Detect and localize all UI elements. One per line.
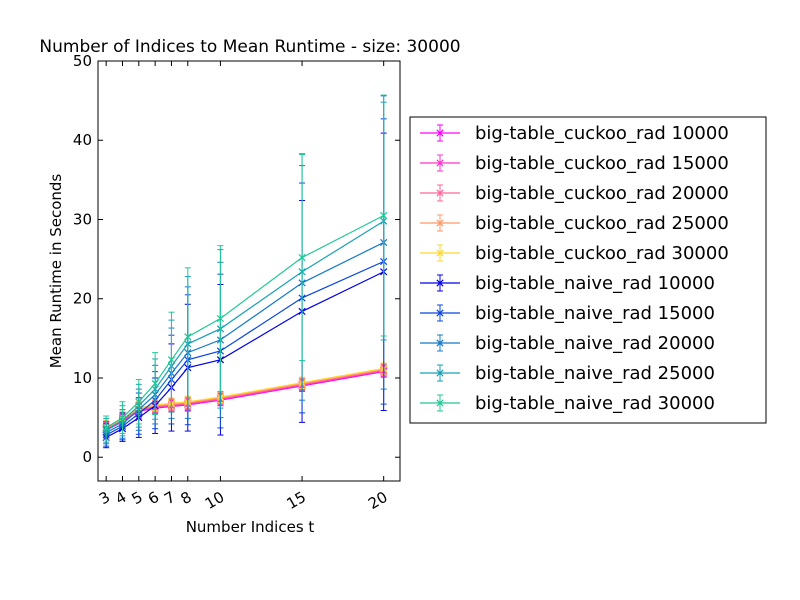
data-point [380, 211, 388, 220]
y-tick-label: 30 [73, 210, 92, 228]
x-tick-label: 20 [365, 488, 391, 513]
legend-marker [436, 339, 444, 347]
legend-label: big-table_naive_rad 20000 [475, 333, 715, 354]
legend-marker [436, 279, 444, 287]
x-tick-label: 6 [145, 488, 162, 508]
legend-label: big-table_cuckoo_rad 20000 [475, 183, 729, 204]
data-point [151, 379, 159, 388]
plot-marks [102, 94, 388, 449]
x-axis-label: Number Indices t [186, 518, 315, 536]
data-point [167, 356, 176, 364]
legend-label: big-table_cuckoo_rad 30000 [475, 243, 729, 264]
series-6 [102, 118, 388, 447]
x-tick-label: 7 [161, 488, 178, 508]
y-axis: 0 10 20 30 40 50 [73, 52, 400, 466]
legend-label: big-table_naive_rad 15000 [475, 303, 715, 324]
y-axis-label: Mean Runtime in Seconds [47, 174, 65, 369]
chart-title: Number of Indices to Mean Runtime - size… [39, 37, 460, 57]
legend-marker [436, 129, 444, 137]
series-line [105, 220, 385, 431]
data-point [102, 424, 110, 432]
data-point [298, 253, 306, 262]
legend-item-8: big-table_naive_rad 25000 [420, 363, 715, 384]
legend-item-4: big-table_cuckoo_rad 30000 [420, 243, 729, 264]
x-tick-label: 3 [96, 488, 113, 508]
legend-item-2: big-table_cuckoo_rad 20000 [420, 183, 729, 204]
legend-item-9: big-table_naive_rad 30000 [420, 393, 715, 414]
x-tick-label: 4 [112, 488, 129, 508]
y-tick-label: 40 [73, 131, 92, 149]
y-tick-label: 0 [82, 448, 92, 466]
legend-label: big-table_cuckoo_rad 25000 [475, 213, 729, 234]
legend-label: big-table_naive_rad 10000 [475, 273, 715, 294]
legend-marker [436, 249, 444, 257]
x-axis: 3 4 5 6 7 8 10 15 20 [96, 61, 391, 513]
legend-marker [436, 219, 444, 227]
x-tick-label: 15 [284, 488, 310, 513]
series-line [105, 271, 384, 438]
legend-item-1: big-table_cuckoo_rad 15000 [420, 153, 729, 174]
data-point [216, 314, 225, 323]
data-point [184, 333, 192, 341]
x-tick-label: 10 [202, 488, 228, 513]
legend-label: big-table_naive_rad 25000 [475, 363, 715, 384]
legend-marker [436, 369, 444, 377]
legend-item-7: big-table_naive_rad 20000 [420, 333, 715, 354]
series-7 [102, 95, 388, 445]
legend-marker [436, 309, 444, 317]
series-9 [102, 94, 388, 441]
x-tick-label: 8 [178, 488, 195, 508]
legend-item-6: big-table_naive_rad 15000 [420, 303, 715, 324]
series-line [105, 241, 384, 434]
legend-label: big-table_naive_rad 30000 [475, 393, 715, 414]
series-5 [102, 132, 388, 449]
legend: big-table_cuckoo_rad 10000 big-table_cuck… [409, 116, 767, 424]
legend-item-3: big-table_cuckoo_rad 25000 [420, 213, 729, 234]
y-tick-label: 50 [73, 52, 92, 70]
data-point [118, 413, 127, 422]
legend-item-5: big-table_naive_rad 10000 [420, 273, 715, 294]
plot-frame [97, 60, 401, 482]
legend-item-0: big-table_cuckoo_rad 10000 [420, 123, 729, 144]
legend-marker [436, 159, 444, 167]
x-tick-label: 5 [129, 488, 146, 508]
series-line [105, 370, 384, 431]
legend-label: big-table_cuckoo_rad 15000 [475, 153, 729, 174]
y-tick-label: 10 [73, 369, 92, 387]
data-point [135, 398, 143, 406]
legend-frame [409, 116, 767, 424]
y-tick-label: 20 [73, 290, 92, 308]
legend-label: big-table_cuckoo_rad 10000 [475, 123, 729, 144]
legend-marker [436, 189, 444, 197]
legend-marker [436, 399, 444, 407]
series-8 [102, 101, 388, 443]
